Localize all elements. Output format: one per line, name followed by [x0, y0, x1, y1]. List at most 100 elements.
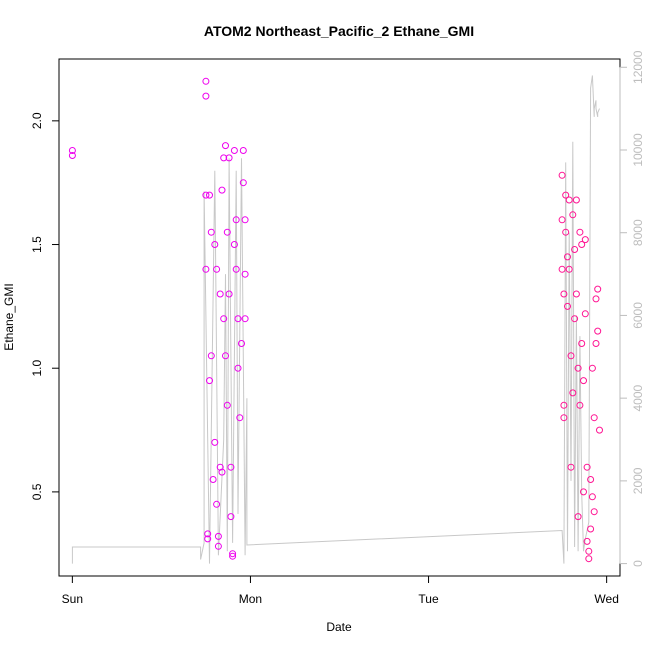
x-axis-tick-label: Sun [62, 592, 83, 606]
data-point-series-1 [206, 191, 213, 199]
data-point-series-1 [239, 147, 247, 154]
data-point-series-2 [558, 216, 566, 224]
x-axis-title: Date [326, 620, 352, 634]
data-point-series-2 [580, 377, 587, 385]
data-point-series-1 [68, 152, 76, 159]
data-point-series-1 [234, 315, 242, 323]
right-axis-tick-label: 6000 [631, 302, 645, 329]
right-axis-tick-label: 0 [631, 560, 645, 567]
left-y-axis: 0.5 1.0 1.5 2.0 [30, 112, 60, 500]
x-axis-tick-label: Mon [239, 592, 262, 606]
data-point-series-2 [572, 290, 580, 298]
plot-area-frame [58, 58, 621, 577]
data-point-series-1 [230, 241, 238, 248]
right-y-axis: 0 2000 4000 6000 8000 10000 12000 [619, 50, 645, 567]
data-point-series-1 [232, 265, 240, 273]
data-point-series-1 [214, 542, 222, 550]
data-point-series-1 [241, 315, 249, 323]
data-point-series-1 [229, 552, 237, 560]
data-point-series-1 [218, 468, 226, 476]
right-axis-tick-label: 10000 [631, 133, 645, 167]
data-point-series-1 [234, 364, 242, 372]
data-point-series-2 [574, 513, 582, 521]
data-point-series-2 [588, 364, 596, 372]
data-point-series-2 [585, 547, 593, 555]
data-point-series-2 [580, 488, 587, 496]
data-point-series-2 [596, 426, 603, 434]
data-point-series-2 [564, 253, 571, 261]
data-point-series-1 [211, 438, 219, 446]
data-point-series-1 [225, 290, 233, 298]
data-point-series-1 [206, 377, 213, 385]
x-axis-tick-label: Wed [594, 592, 618, 606]
right-axis-tick-label: 4000 [631, 384, 645, 411]
data-point-series-2 [592, 340, 600, 347]
data-point-series-2 [562, 191, 570, 199]
chart-title: ATOM2 Northeast_Pacific_2 Ethane_GMI [204, 23, 474, 39]
data-point-series-2 [581, 310, 589, 318]
data-point-series-1 [202, 191, 210, 199]
data-point-series-1 [209, 476, 217, 483]
right-axis-tick-label: 8000 [631, 219, 645, 246]
left-axis-tick-label: 1.5 [30, 236, 44, 253]
data-point-series-2 [558, 265, 566, 273]
data-point-series-2 [581, 236, 589, 244]
data-point-series-2 [569, 211, 577, 219]
data-point-series-1 [204, 535, 212, 543]
data-point-series-2 [558, 171, 566, 179]
data-point-series-2 [560, 290, 568, 298]
data-point-series-1 [204, 530, 212, 538]
data-point-series-2 [583, 537, 591, 545]
data-point-series-2 [594, 327, 602, 335]
left-axis-tick-label: 0.5 [30, 483, 44, 500]
data-point-series-1 [229, 550, 237, 558]
data-point-series-2 [565, 265, 573, 273]
data-point-series-1 [232, 216, 240, 224]
data-point-series-1 [213, 265, 221, 273]
data-point-series-2 [594, 285, 602, 293]
data-point-series-2 [567, 463, 575, 471]
data-point-series-1 [214, 532, 222, 540]
data-point-series-2 [560, 414, 568, 422]
data-point-series-2 [590, 414, 598, 422]
data-point-series-1 [207, 228, 215, 236]
data-point-series-2 [571, 315, 579, 323]
data-point-series-2 [576, 228, 584, 236]
altitude-series-line [71, 75, 600, 564]
data-point-series-1 [220, 315, 228, 323]
data-point-series-2 [588, 493, 596, 501]
data-point-series-2 [569, 389, 577, 397]
data-point-series-2 [574, 364, 582, 372]
data-point-series-1 [223, 228, 231, 236]
data-point-series-1 [239, 179, 247, 187]
data-point-series-1 [227, 513, 235, 521]
data-point-series-2 [587, 476, 595, 483]
data-point-series-1 [216, 463, 224, 471]
data-point-series-1 [222, 352, 229, 360]
data-point-series-2 [576, 401, 584, 409]
data-point-series-2 [578, 340, 586, 347]
x-axis-tick-label: Tue [418, 592, 439, 606]
data-point-series-1 [225, 154, 233, 162]
data-point-series-2 [565, 196, 573, 204]
data-point-series-1 [202, 77, 210, 85]
data-point-series-2 [572, 196, 580, 204]
data-point-series-1 [227, 463, 235, 471]
data-point-series-1 [207, 352, 215, 360]
data-point-series-2 [560, 401, 568, 409]
data-point-series-1 [223, 401, 231, 409]
data-point-series-1 [68, 147, 76, 154]
points-layer [68, 77, 603, 563]
data-point-series-1 [222, 142, 229, 150]
data-point-series-2 [571, 246, 579, 253]
data-point-series-1 [236, 414, 244, 422]
right-axis-tick-label: 12000 [631, 50, 645, 84]
data-point-series-1 [220, 154, 228, 162]
data-point-series-1 [218, 186, 226, 194]
x-axis: Sun Mon Tue Wed [62, 575, 619, 606]
altitude-line-layer [71, 75, 600, 564]
y-axis-title: Ethane_GMI [2, 283, 16, 350]
data-point-series-2 [583, 463, 591, 471]
data-point-series-2 [578, 241, 586, 248]
